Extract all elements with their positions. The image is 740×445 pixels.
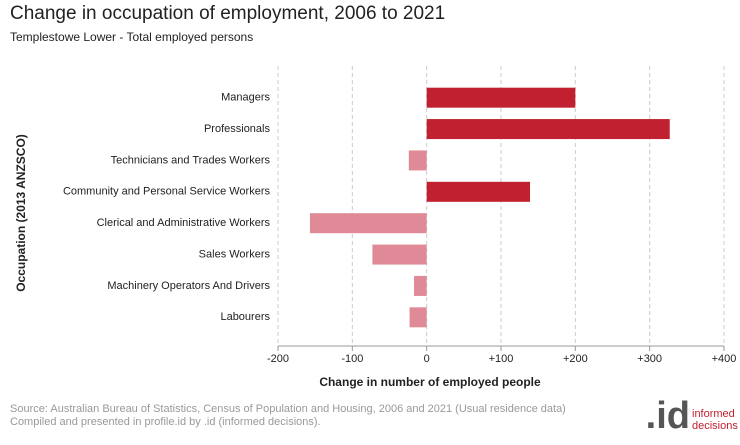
x-axis-title: Change in number of employed people <box>319 375 541 389</box>
y-tick-label: Technicians and Trades Workers <box>111 154 271 166</box>
bar <box>426 181 530 202</box>
x-tick-label: +200 <box>563 353 588 365</box>
bar <box>426 87 576 108</box>
y-tick-label: Machinery Operators And Drivers <box>107 280 270 292</box>
y-tick-label: Clerical and Administrative Workers <box>97 217 271 229</box>
bar <box>409 307 427 328</box>
x-tick-label: -100 <box>341 353 363 365</box>
bar <box>414 275 427 296</box>
y-tick-label: Managers <box>221 92 270 104</box>
x-tick-label: +400 <box>712 353 737 365</box>
source-line: Source: Australian Bureau of Statistics,… <box>10 403 566 415</box>
chart-title: Change in occupation of employment, 2006… <box>10 3 445 24</box>
logo-word: informed <box>692 408 735 420</box>
bar <box>372 244 427 265</box>
x-tick-label: +300 <box>637 353 662 365</box>
x-tick-label: 0 <box>424 353 430 365</box>
bar <box>309 213 427 234</box>
bar <box>408 150 427 171</box>
y-tick-label: Professionals <box>204 123 271 135</box>
y-tick-label: Labourers <box>220 311 270 323</box>
logo-mark: .id <box>646 395 690 437</box>
y-tick-label: Community and Personal Service Workers <box>63 186 271 198</box>
source-line: Compiled and presented in profile.id by … <box>10 416 321 428</box>
x-tick-label: -200 <box>267 353 289 365</box>
y-tick-label: Sales Workers <box>199 248 271 260</box>
y-axis-title: Occupation (2013 ANZSCO) <box>14 134 28 292</box>
x-tick-label: +100 <box>489 353 514 365</box>
bar <box>426 119 670 140</box>
logo-word: decisions <box>692 420 738 432</box>
chart-subtitle: Templestowe Lower - Total employed perso… <box>10 30 253 44</box>
